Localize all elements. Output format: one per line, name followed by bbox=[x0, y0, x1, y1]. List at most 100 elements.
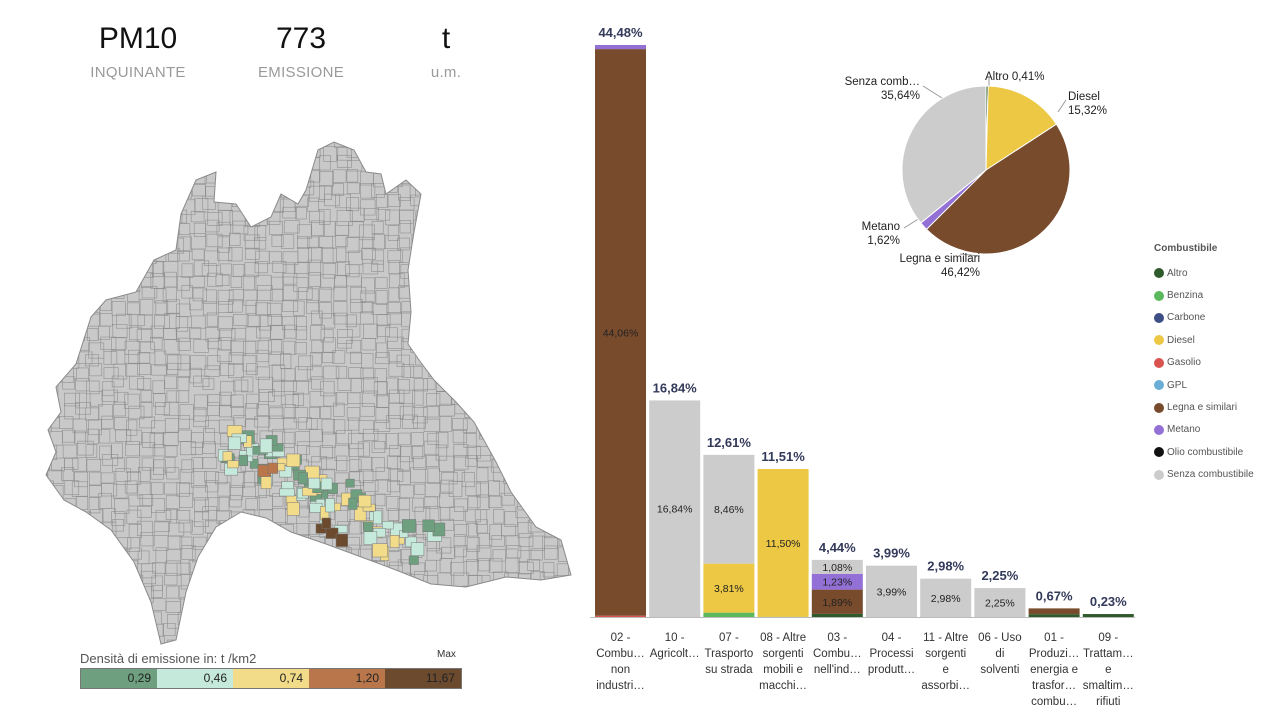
pie-leader-line bbox=[922, 85, 943, 99]
legend-dot-icon bbox=[1154, 469, 1164, 480]
legend-stop: 0,74 bbox=[233, 669, 309, 688]
category-tick-label: 01 - bbox=[1044, 632, 1064, 644]
pie-leader-line bbox=[1057, 99, 1067, 113]
pie-slice[interactable] bbox=[985, 85, 1058, 171]
pie-slice-label: Senza comb… 35,64% bbox=[845, 76, 920, 102]
fuel-legend-item[interactable]: Altro bbox=[1154, 262, 1254, 284]
legend-dot-icon bbox=[1154, 312, 1164, 323]
category-tick-label: Trattam… bbox=[1083, 648, 1134, 660]
category-tick-label: 11 - Altre bbox=[923, 632, 968, 644]
highlighted-municipalities bbox=[217, 425, 446, 565]
category-tick-label: di bbox=[995, 648, 1004, 660]
bar-segment[interactable] bbox=[649, 400, 701, 617]
fuel-legend-item[interactable]: Metano bbox=[1154, 419, 1254, 441]
legend-dot-icon bbox=[1154, 424, 1164, 435]
kpi-unita: t u.m. bbox=[366, 20, 526, 81]
kpi-value: t bbox=[441, 22, 451, 55]
category-tick-label: macchi… bbox=[759, 680, 807, 692]
bar-segment[interactable] bbox=[703, 454, 755, 564]
category-tick-label: 08 - Altre bbox=[760, 632, 806, 644]
fuel-pie-chart: Altro 0,41% Diesel 15,32% Legna e similari 4… bbox=[845, 71, 1107, 279]
category-tick-label: industri… bbox=[596, 680, 645, 692]
fuel-legend-item[interactable]: Gasolio bbox=[1154, 352, 1254, 374]
bar-segment[interactable] bbox=[1082, 614, 1134, 617]
kpi-label: EMISSIONE bbox=[257, 64, 345, 81]
bar-segment[interactable] bbox=[757, 468, 809, 617]
fuel-legend-item[interactable]: Legna e similari bbox=[1154, 396, 1254, 418]
fuel-legend-item[interactable]: Olio combustibile bbox=[1154, 441, 1254, 463]
bar-segment[interactable] bbox=[1028, 608, 1080, 615]
fuel-legend-label: Altro bbox=[1167, 267, 1188, 279]
legend-stop: 1,20 bbox=[309, 669, 385, 688]
category-tick-label: smaltim… bbox=[1083, 680, 1134, 692]
fuel-legend-item[interactable]: Carbone bbox=[1154, 307, 1254, 329]
legend-dot-icon bbox=[1154, 357, 1164, 368]
category-tick-label: 03 - bbox=[827, 632, 847, 644]
fuel-legend-title: Combustibile bbox=[1154, 243, 1218, 254]
category-tick-label: Combu… bbox=[596, 648, 645, 660]
bar-segment-label: 1,89% bbox=[822, 597, 852, 609]
bar-segment-label: 2,25% bbox=[985, 598, 1015, 610]
sector-stacked-bar-chart: 44,06% 44,48% 02 - Combu… non industri… 16,84%… bbox=[590, 25, 1135, 708]
bar-total-label: 0,23% bbox=[1090, 594, 1127, 609]
bar-total-label: 11,51% bbox=[761, 449, 805, 464]
pie-leader-line bbox=[959, 253, 981, 257]
fuel-legend-label: Carbone bbox=[1167, 312, 1206, 324]
legend-stop: 0,46 bbox=[157, 669, 233, 688]
category-tick-label: sorgenti bbox=[763, 648, 804, 660]
kpi-label: INQUINANTE bbox=[90, 64, 186, 81]
bar-segment-label: 3,99% bbox=[877, 586, 907, 598]
bar-total-label: 16,84% bbox=[653, 380, 698, 395]
bar-segment[interactable] bbox=[866, 565, 917, 617]
legend-stop: 0,29 bbox=[81, 669, 157, 688]
bar-total-label: 3,99% bbox=[873, 546, 910, 561]
kpi-emissione: 773 EMISSIONE bbox=[221, 20, 381, 81]
bar-segment-label: 2,98% bbox=[931, 593, 961, 605]
legend-dot-icon bbox=[1154, 380, 1164, 391]
bar-segment[interactable] bbox=[811, 613, 863, 617]
bar-segment[interactable] bbox=[920, 578, 972, 617]
kpi-label: u.m. bbox=[430, 64, 462, 81]
bar-segment-label: 8,46% bbox=[714, 504, 744, 516]
bar-segment[interactable] bbox=[595, 615, 646, 617]
category-tick-label: energia e bbox=[1030, 664, 1078, 676]
bar-segment-label: 16,84% bbox=[657, 504, 693, 516]
bar-segment[interactable] bbox=[811, 589, 863, 614]
bar-segment[interactable] bbox=[811, 573, 863, 590]
category-tick-label: Agricolt… bbox=[650, 648, 700, 660]
category-tick-label: e bbox=[942, 664, 948, 676]
pie-slice-label: Legna e similari 46,42% bbox=[899, 253, 980, 279]
fuel-legend-label: Legna e similari bbox=[1167, 402, 1238, 414]
bar-segment[interactable] bbox=[595, 49, 646, 616]
bar-segment-label: 11,50% bbox=[766, 538, 801, 550]
pie-slice[interactable] bbox=[925, 123, 1071, 255]
fuel-legend-item[interactable]: Diesel bbox=[1154, 329, 1254, 351]
fuel-legend: Combustibile Altro Benzina Carbone Diesel Ga… bbox=[1154, 243, 1254, 486]
category-tick-label: combu… bbox=[1031, 696, 1077, 708]
fuel-legend-item[interactable]: Senza combustibile bbox=[1154, 464, 1254, 486]
fuel-legend-item[interactable]: Benzina bbox=[1154, 284, 1254, 306]
fuel-legend-item[interactable]: GPL bbox=[1154, 374, 1254, 396]
category-tick-label: 07 - bbox=[719, 632, 739, 644]
pie-leader-line bbox=[903, 217, 921, 229]
legend-dot-icon bbox=[1154, 447, 1164, 458]
kpi-inquinante: PM10 INQUINANTE bbox=[58, 20, 218, 81]
bar-segment[interactable] bbox=[974, 588, 1026, 617]
bar-segment[interactable] bbox=[595, 45, 646, 50]
fuel-legend-label: Olio combustibile bbox=[1167, 446, 1244, 458]
pie-slice[interactable] bbox=[901, 85, 987, 224]
fuel-legend-label: Benzina bbox=[1167, 290, 1204, 302]
bar-segment[interactable] bbox=[703, 563, 755, 613]
legend-dot-icon bbox=[1154, 335, 1164, 346]
category-tick-label: 06 - Uso bbox=[978, 632, 1021, 644]
bar-segment-label: 44,06% bbox=[603, 327, 639, 339]
bar-total-label: 2,98% bbox=[927, 559, 964, 574]
emission-density-map[interactable] bbox=[36, 132, 576, 647]
category-tick-label: non bbox=[611, 664, 630, 676]
bar-total-label: 0,67% bbox=[1036, 588, 1073, 603]
legend-dot-icon bbox=[1154, 402, 1164, 413]
bar-segment[interactable] bbox=[1028, 614, 1080, 617]
bar-total-label: 12,61% bbox=[707, 435, 752, 450]
bar-segment[interactable] bbox=[703, 612, 755, 617]
bar-segment[interactable] bbox=[811, 559, 863, 574]
